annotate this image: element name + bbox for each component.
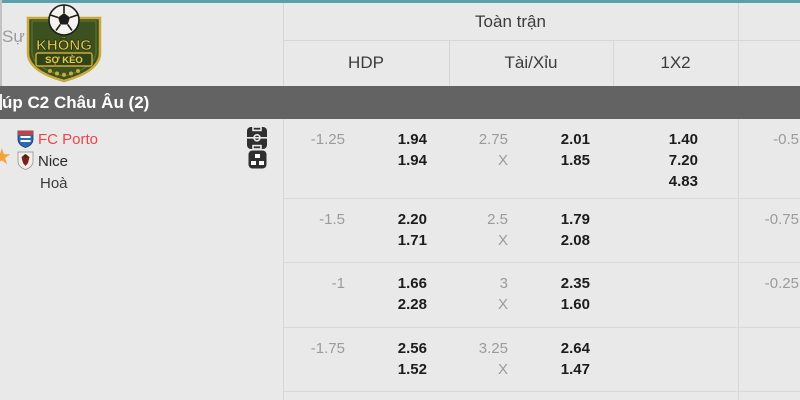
row-separator	[283, 198, 800, 199]
over-odds[interactable]: 2.35	[560, 275, 590, 292]
home-team-name[interactable]: FC Porto	[38, 131, 99, 148]
hdp-cell: -1.5 2.20 1.71	[283, 209, 427, 251]
left-window-edge	[0, 0, 2, 86]
accent-top-border	[0, 0, 800, 3]
next-section-cell: -0.25	[738, 273, 799, 294]
next-section-cell: -0.5	[738, 129, 799, 150]
next-hdp-line: -0.25	[764, 275, 799, 292]
row-separator	[283, 327, 800, 328]
logo-text-line2: SỢ KÈO	[45, 55, 83, 66]
next-hdp-line: -0.75	[764, 211, 799, 228]
hdp-line: -1.25	[310, 131, 345, 148]
league-title-clipped-glyph	[0, 94, 2, 110]
hdp-away-odds[interactable]: 1.52	[397, 361, 427, 378]
hdp-cell: -1.75 2.56 1.52	[283, 338, 427, 380]
over-odds[interactable]: 1.79	[560, 211, 590, 228]
hdp-away-odds[interactable]: 1.94	[397, 152, 427, 169]
favorite-star-icon[interactable]: ★	[0, 144, 12, 169]
home-team-crest-icon	[17, 130, 34, 148]
header-separator	[283, 40, 800, 41]
1x2-home-odds[interactable]: 1.40	[668, 131, 698, 148]
odds-row: -1 1.66 2.28 3 X 2.35 1.60 -0.25	[0, 263, 800, 328]
odds-row: -1.5 2.20 1.71 2.5 X 1.79 2.08 -0.75	[0, 199, 800, 263]
lineup-stats-icon[interactable]	[248, 150, 267, 169]
ou-line: 2.5	[487, 211, 508, 228]
row-separator	[283, 262, 800, 263]
logo-text-line1: KHÔNG	[36, 36, 92, 54]
away-team-crest-icon	[17, 151, 34, 170]
next-hdp-line: -0.5	[773, 131, 799, 148]
under-odds[interactable]: 2.08	[560, 232, 590, 249]
pitch-tracker-icon[interactable]	[245, 126, 269, 150]
hdp-away-odds[interactable]: 1.71	[397, 232, 427, 249]
league-bar: úp C2 Châu Âu (2)	[0, 86, 800, 119]
divider-ou-1x2	[613, 40, 614, 86]
next-section-cell: -0.75	[738, 209, 799, 230]
events-column-header-partial: Sự	[2, 27, 25, 46]
ou-line: 3	[499, 275, 508, 292]
hdp-line: -1	[331, 275, 345, 292]
league-title: úp C2 Châu Âu (2)	[2, 93, 150, 112]
hdp-home-odds[interactable]: 1.94	[397, 131, 427, 148]
over-odds[interactable]: 2.01	[560, 131, 590, 148]
khongsokeo-logo: KHÔNG SỢ KÈO	[26, 4, 102, 83]
ou-x-marker: X	[497, 296, 508, 313]
column-header-1x2: 1X2	[660, 53, 691, 72]
hdp-home-odds[interactable]: 2.56	[397, 340, 427, 357]
divider-hdp-ou	[449, 40, 450, 86]
column-header-over-under: Tài/Xỉu	[504, 53, 558, 72]
ou-line: 2.75	[478, 131, 508, 148]
away-team-name[interactable]: Nice	[38, 153, 69, 170]
under-odds[interactable]: 1.85	[560, 152, 590, 169]
hdp-cell: -1 1.66 2.28	[283, 273, 427, 315]
odds-row: -1.25 1.94 1.94 2.75 X 2.01 1.85 1.40 7.…	[0, 119, 800, 199]
1x2-cell: 1.40 7.20 4.83	[613, 129, 698, 192]
under-odds[interactable]: 1.47	[560, 361, 590, 378]
hdp-line: -1.75	[310, 340, 345, 357]
divider-teams-odds	[283, 3, 284, 400]
ou-x-marker: X	[497, 361, 508, 378]
1x2-away-odds[interactable]: 4.83	[668, 173, 698, 190]
over-under-cell: 3 X 2.35 1.60	[449, 273, 590, 315]
column-header-hdp: HDP	[348, 53, 384, 72]
ou-line: 3.25	[478, 340, 508, 357]
1x2-draw-odds[interactable]: 7.20	[668, 152, 698, 169]
over-under-cell: 2.75 X 2.01 1.85	[449, 129, 590, 171]
hdp-cell: -1.25 1.94 1.94	[283, 129, 427, 171]
hdp-away-odds[interactable]: 2.28	[397, 296, 427, 313]
header-full-match: Toàn trận	[475, 12, 546, 31]
hdp-home-odds[interactable]: 1.66	[397, 275, 427, 292]
ou-x-marker: X	[497, 232, 508, 249]
over-under-cell: 3.25 X 2.64 1.47	[449, 338, 590, 380]
odds-row: -1.75 2.56 1.52 3.25 X 2.64 1.47	[0, 328, 800, 392]
hdp-home-odds[interactable]: 2.20	[397, 211, 427, 228]
ou-x-marker: X	[497, 152, 508, 169]
hdp-line: -1.5	[319, 211, 345, 228]
draw-row-label: Hoà	[40, 175, 68, 192]
divider-next-section	[738, 3, 739, 400]
over-odds[interactable]: 2.64	[560, 340, 590, 357]
over-under-cell: 2.5 X 1.79 2.08	[449, 209, 590, 251]
row-separator	[283, 391, 800, 392]
under-odds[interactable]: 1.60	[560, 296, 590, 313]
